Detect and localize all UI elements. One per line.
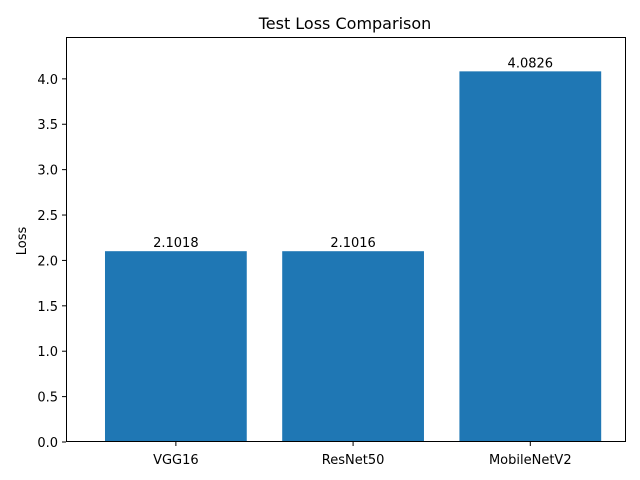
data-labels-layer: 2.1018 2.1016 4.0826 [153,56,553,251]
y-axis-label: Loss [15,227,30,256]
y-tick-label: 2.0 [37,254,58,269]
y-tick-label: 2.5 [37,209,58,224]
data-label-vgg16: 2.1018 [153,236,199,251]
x-tick-label-vgg16: VGG16 [153,453,199,468]
y-tick-label: 1.5 [37,300,58,315]
bars-layer [104,71,602,442]
y-tick-label: 1.0 [37,345,58,360]
bar-vgg16 [104,251,247,442]
y-tick-label: 0.5 [37,391,58,406]
data-label-resnet50: 2.1016 [330,236,376,251]
y-tick-label: 3.5 [37,118,58,133]
x-tick-label-resnet50: ResNet50 [322,453,385,468]
x-tick-label-mobilenetv2: MobileNetV2 [489,453,572,468]
ticks-layer: VGG16 ResNet50 MobileNetV2 0.0 0.5 1.0 1.5 2.0 2… [37,73,571,468]
plot-area-frame [66,37,626,442]
y-tick-label: 3.0 [37,164,58,179]
bar-mobilenetv2 [459,71,602,442]
chart-title: Test Loss Comparison [258,14,432,33]
bar-resnet50 [282,251,424,442]
y-tick-label: 4.0 [37,73,58,88]
data-label-mobilenetv2: 4.0826 [508,56,554,71]
y-tick-label: 0.0 [37,436,58,451]
